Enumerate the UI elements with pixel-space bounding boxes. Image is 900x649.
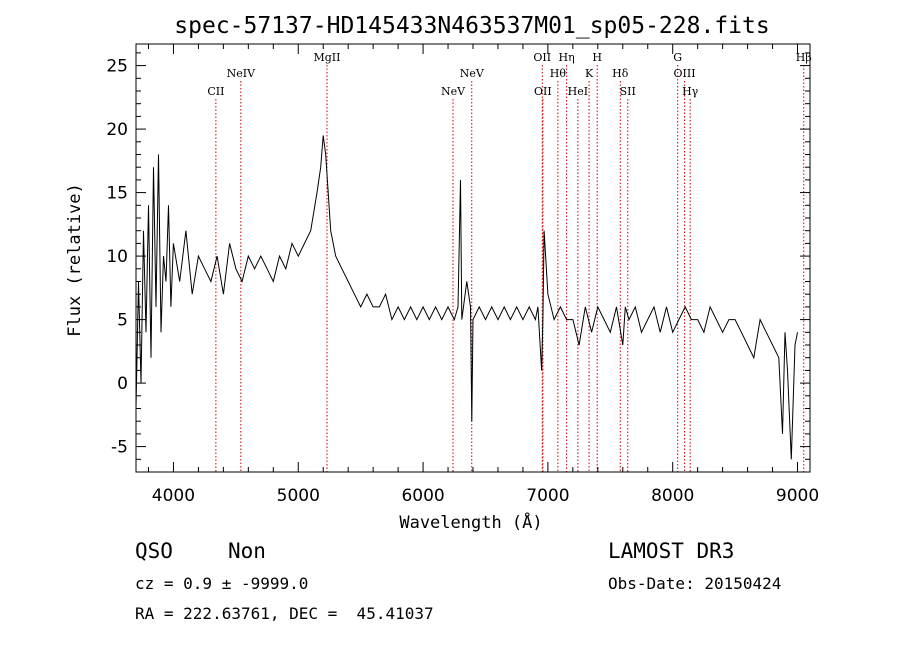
observation-date: Obs-Date: 20150424 [608, 574, 782, 593]
y-tick-label: 5 [117, 311, 128, 331]
line-label: NeV [460, 67, 485, 80]
flux-line [135, 135, 798, 460]
line-label: Hβ [796, 51, 812, 64]
x-tick-label: 7000 [526, 486, 569, 506]
line-label: OII [533, 51, 551, 64]
x-axis-label: Wavelength (Å) [399, 511, 542, 533]
line-label: HeI [568, 85, 588, 98]
line-label: K [585, 67, 594, 80]
x-tick-label: 6000 [401, 486, 444, 506]
line-label: OIII [674, 67, 696, 80]
line-label: Hδ [612, 67, 629, 80]
line-label: G [673, 51, 682, 64]
line-label: Hη [559, 51, 575, 64]
x-tick-label: 9000 [776, 486, 819, 506]
y-tick-label: 10 [106, 247, 128, 267]
survey-name: LAMOST DR3 [608, 539, 735, 563]
x-tick-label: 5000 [277, 486, 320, 506]
chart-title: spec-57137-HD145433N463537M01_sp05-228.f… [174, 13, 769, 39]
coordinates-readout: RA = 222.63761, DEC = 45.41037 [135, 604, 434, 623]
line-label: Hθ [550, 67, 567, 80]
plot-frame [135, 43, 811, 473]
y-tick-label: 15 [106, 184, 128, 204]
line-label: NeV [441, 85, 466, 98]
object-subclass: Non [228, 539, 266, 563]
line-label: OII [534, 85, 552, 98]
y-tick-label: 25 [106, 57, 128, 77]
object-class: QSO [135, 539, 173, 563]
line-label: Hγ [682, 85, 699, 98]
y-tick-label: 0 [117, 374, 128, 394]
line-label: SII [620, 85, 636, 98]
redshift-readout: cz = 0.9 ± -9999.0 [135, 574, 309, 593]
y-axis-label: Flux (relative) [65, 183, 85, 337]
line-label: H [592, 51, 602, 64]
y-tick-label: -5 [111, 438, 128, 458]
line-label: MgII [313, 51, 340, 64]
flux-series [135, 135, 798, 460]
line-label: NeIV [227, 67, 256, 80]
line-label: CII [207, 85, 224, 98]
axis-ticks: 4000 5000 6000 7000 8000 9000 -5 0 5 10 15 20 25 [106, 44, 819, 506]
x-tick-label: 4000 [152, 486, 195, 506]
x-tick-label: 8000 [651, 486, 694, 506]
y-tick-label: 20 [106, 120, 128, 140]
